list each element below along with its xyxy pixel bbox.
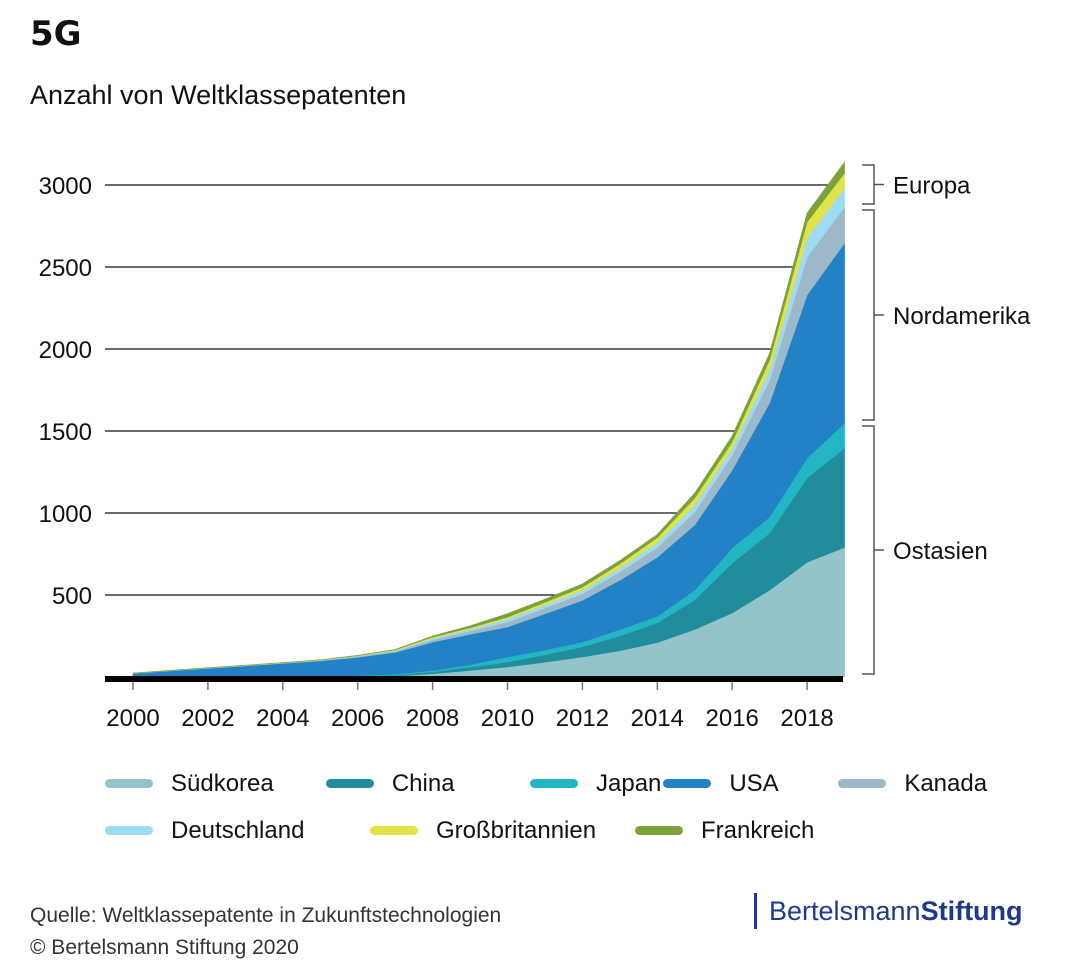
legend-swatch: [105, 779, 153, 788]
legend-swatch: [326, 779, 374, 788]
legend-item: USA: [663, 770, 838, 798]
x-tick-label: 2010: [481, 705, 534, 732]
legend-swatch: [663, 779, 711, 788]
legend-label: China: [392, 770, 455, 798]
bracket-europa: [862, 165, 874, 204]
legend-item: Frankreich: [635, 817, 835, 845]
x-tick-label: 2016: [706, 705, 759, 732]
x-tick-label: 2004: [256, 705, 309, 732]
y-tick-label: 500: [52, 583, 92, 610]
bracket-nordamerika: [862, 210, 874, 420]
y-tick-label: 2000: [39, 337, 92, 364]
legend-label: Japan: [596, 770, 661, 798]
legend-item: Großbritannien: [370, 817, 635, 845]
logo-text-2: Stiftung: [921, 896, 1023, 926]
legend-label: Kanada: [904, 770, 987, 798]
bracket-label-nordamerika: Nordamerika: [893, 303, 1031, 330]
x-tick-label: 2018: [780, 705, 833, 732]
source-note: Quelle: Weltklassepatente in Zukunftstec…: [30, 900, 501, 932]
legend-swatch: [105, 826, 153, 835]
logo-text-1: Bertelsmann: [769, 896, 921, 926]
legend-swatch: [838, 779, 886, 788]
y-tick-label: 2500: [39, 255, 92, 282]
legend-item: Japan: [530, 770, 663, 798]
legend-label: Frankreich: [701, 817, 814, 845]
x-tick-label: 2008: [406, 705, 459, 732]
bracket-ostasien: [862, 426, 874, 674]
x-tick-label: 2014: [631, 705, 684, 732]
stacked-area-chart: 500 1000 1500 2000 2500 3000 2000 2002 2004 2006 2…: [0, 0, 1070, 760]
bracket-label-ostasien: Ostasien: [893, 538, 988, 565]
legend-swatch: [530, 779, 578, 788]
legend-item: Südkorea: [105, 770, 326, 798]
bracket-label-europa: Europa: [893, 173, 971, 200]
chart-page: 5G Anzahl von Weltklassepatenten 5001000…: [0, 0, 1070, 980]
legend-item: Deutschland: [105, 817, 370, 845]
y-tick-label: 1000: [39, 501, 92, 528]
x-axis-baseline: [105, 676, 843, 682]
legend-swatch: [370, 826, 418, 835]
footer: Quelle: Weltklassepatente in Zukunftstec…: [30, 900, 501, 964]
legend-row: Deutschland Großbritannien Frankreich: [105, 807, 1005, 854]
x-tick-label: 2012: [556, 705, 609, 732]
y-tick-label: 1500: [39, 419, 92, 446]
legend: Südkorea China Japan USA Kanada Deutschland Gr…: [105, 760, 1005, 854]
legend-row: Südkorea China Japan USA Kanada: [105, 760, 1005, 807]
legend-label: Deutschland: [171, 817, 304, 845]
bertelsmann-logo: BertelsmannStiftung: [754, 893, 1023, 929]
y-tick-label: 3000: [39, 173, 92, 200]
legend-label: Südkorea: [171, 770, 274, 798]
legend-label: USA: [729, 770, 778, 798]
x-tick-label: 2002: [181, 705, 234, 732]
copyright-note: © Bertelsmann Stiftung 2020: [30, 932, 501, 964]
legend-label: Großbritannien: [436, 817, 596, 845]
x-tick-label: 2000: [106, 705, 159, 732]
legend-item: Kanada: [838, 770, 1005, 798]
legend-item: China: [326, 770, 530, 798]
legend-swatch: [635, 826, 683, 835]
x-tick-label: 2006: [331, 705, 384, 732]
